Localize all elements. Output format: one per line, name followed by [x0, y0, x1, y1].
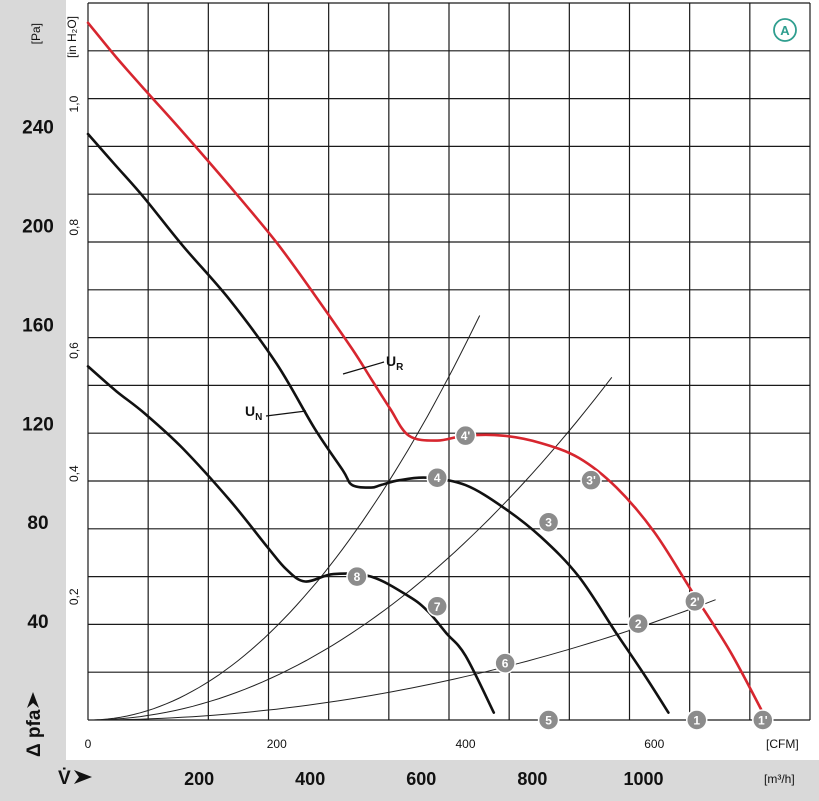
- ur-label: UR: [386, 353, 404, 373]
- x-axis-arrow-icon: [74, 770, 92, 784]
- system-curves: [87, 315, 716, 721]
- operating-point-label-2-prime: 2': [690, 595, 700, 609]
- m3h-tick-label: 800: [517, 769, 547, 789]
- m3h-tick-label: 200: [184, 769, 214, 789]
- y-axis-title: Δ pfa: [24, 692, 45, 757]
- fan-curves: [86, 21, 765, 714]
- operating-point-2-prime: [684, 590, 706, 613]
- fan-curve-un: [86, 132, 670, 714]
- pa-tick-label: 80: [27, 513, 48, 534]
- operating-point-5: [537, 709, 560, 731]
- y-axis-arrow-icon: [27, 692, 39, 708]
- inh2o-tick-label: 1,0: [67, 95, 81, 112]
- pa-tick-label: 40: [27, 612, 48, 633]
- operating-point-label-3: 3: [545, 516, 552, 530]
- pa-tick-label: 160: [22, 315, 54, 336]
- cfm-tick-label: 200: [267, 737, 287, 751]
- cfm-tick-label: 0: [85, 737, 92, 751]
- operating-point-7: [426, 595, 448, 618]
- operating-points: 1 2 3 4 5 6 7 8 1' 2' 3' 4': [346, 424, 774, 731]
- operating-point-1: [685, 709, 708, 731]
- inh2o-tick-label: 0,6: [67, 342, 81, 359]
- operating-point-1-prime: [752, 709, 774, 731]
- operating-point-3-prime: [580, 469, 602, 491]
- operating-point-label-4: 4: [434, 471, 441, 485]
- cfm-unit: [CFM]: [766, 737, 799, 751]
- x-axis-title: V̇: [58, 767, 92, 789]
- badge-label: A: [780, 23, 790, 38]
- pa-unit: [Pa]: [29, 23, 43, 44]
- fan-curve-low-2: [86, 365, 496, 714]
- operating-point-label-7: 7: [434, 600, 441, 614]
- pa-tick-labels: 40 80 120 160 200 240: [22, 118, 54, 633]
- operating-point-6: [494, 652, 516, 674]
- left-axis-panel: [0, 0, 66, 760]
- m3h-tick-label: 400: [295, 769, 325, 789]
- cfm-tick-label: 400: [456, 737, 476, 751]
- inh2o-tick-label: 0,8: [67, 219, 81, 236]
- operating-point-label-1: 1: [693, 714, 700, 728]
- m3h-tick-label: 600: [406, 769, 436, 789]
- operating-point-label-4-prime: 4': [461, 429, 471, 443]
- m3h-tick-label: 1000: [623, 769, 663, 789]
- operating-point-label-2: 2: [635, 617, 642, 631]
- pa-tick-label: 240: [22, 118, 54, 139]
- cfm-tick-label: 600: [644, 737, 664, 751]
- y-axis-label: Δ pfa: [24, 709, 45, 757]
- operating-point-label-1-prime: 1': [758, 714, 768, 728]
- x-axis-label: V̇: [58, 767, 71, 789]
- operating-point-4: [426, 466, 448, 489]
- grid: [87, 2, 811, 721]
- operating-point-2: [627, 612, 649, 635]
- operating-point-label-6: 6: [502, 657, 509, 671]
- inh2o-tick-label: 0,4: [67, 465, 81, 482]
- operating-point-label-5: 5: [545, 714, 552, 728]
- cfm-tick-labels: 0 200 400 600: [85, 737, 665, 751]
- inh2o-tick-label: 0,2: [67, 588, 81, 605]
- pa-tick-label: 120: [22, 414, 54, 435]
- un-leader-line: [265, 410, 307, 417]
- operating-point-3: [537, 511, 560, 533]
- system-curve: [88, 599, 716, 721]
- bottom-axis-panel: [0, 760, 819, 801]
- inh2o-tick-labels: 0,2 0,4 0,6 0,8 1,0: [67, 95, 81, 605]
- m3h-unit: [m³/h]: [764, 772, 795, 786]
- inh2o-unit: [in H₂O]: [65, 16, 79, 58]
- pa-tick-label: 200: [22, 217, 54, 238]
- operating-point-label-3-prime: 3': [586, 474, 596, 488]
- m3h-tick-labels: 200 400 600 800 1000: [184, 769, 663, 789]
- ur-leader-line: [342, 361, 385, 375]
- operating-point-8: [346, 565, 368, 588]
- operating-point-label-8: 8: [354, 570, 361, 584]
- operating-point-4-prime: [454, 424, 477, 447]
- badge-circle: [773, 18, 797, 42]
- fan-curve-ur: [86, 21, 765, 714]
- un-label: UN: [245, 403, 262, 423]
- system-curve: [87, 376, 613, 721]
